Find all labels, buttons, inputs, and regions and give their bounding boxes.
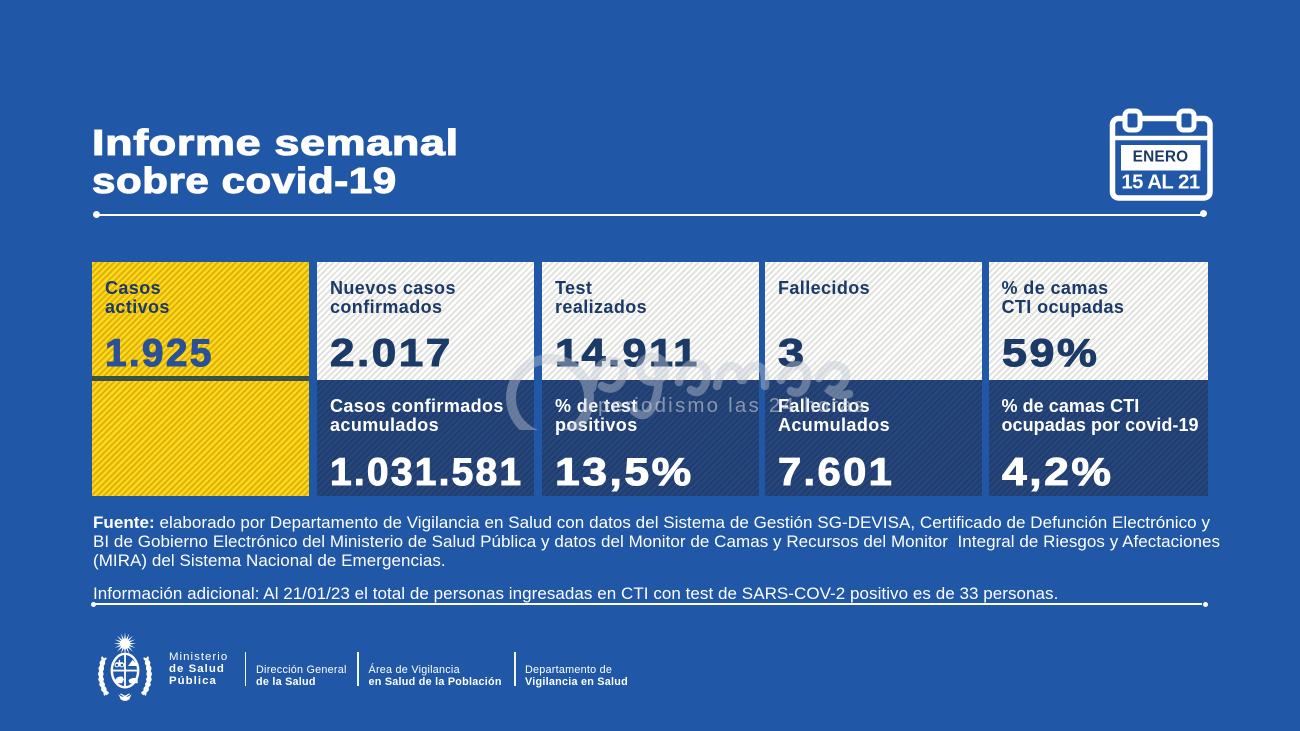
svg-text:15 AL 21: 15 AL 21 <box>1121 172 1200 194</box>
svg-text:ENERO: ENERO <box>1133 149 1189 166</box>
svg-text:periodismo las 24 horas: periodismo las 24 horas <box>598 394 866 417</box>
